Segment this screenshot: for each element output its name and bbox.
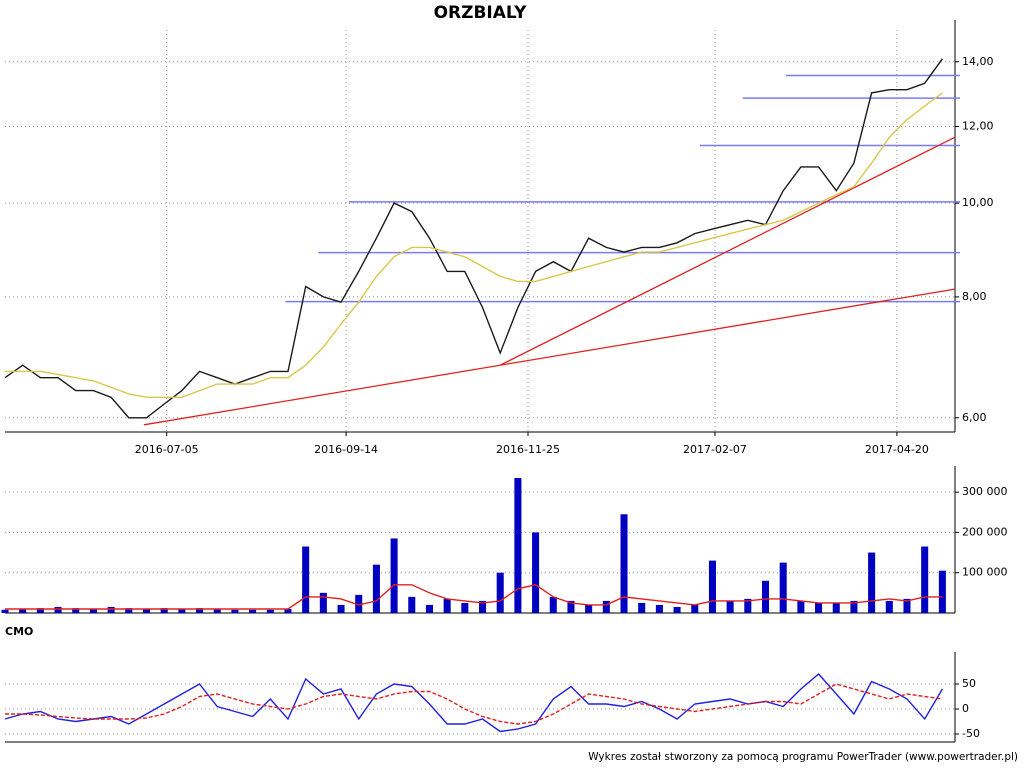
bar: [708, 560, 716, 613]
y-tick-label: 8,00: [962, 290, 987, 303]
x-tick-label: 2017-02-07: [683, 443, 747, 456]
trend-line: [143, 288, 956, 426]
series-line: [5, 683, 943, 725]
chart-title: ORZBIALY: [434, 3, 527, 23]
bar: [815, 602, 823, 613]
bar: [638, 602, 646, 613]
bar: [726, 600, 734, 613]
bar: [337, 604, 345, 613]
y-tick-label: 100 000: [962, 566, 1008, 579]
bar: [72, 608, 80, 613]
bar: [921, 546, 929, 613]
bar: [850, 600, 858, 613]
bar: [832, 602, 840, 613]
y-tick-label: 6,00: [962, 411, 987, 424]
bar: [673, 606, 681, 613]
bar: [19, 608, 27, 613]
bar: [319, 592, 327, 613]
series-line: [5, 92, 943, 398]
series-line: [4, 673, 944, 733]
bar: [797, 600, 805, 613]
trend-line: [499, 136, 956, 366]
bar: [355, 594, 363, 613]
bar: [585, 604, 593, 613]
bar: [479, 600, 487, 613]
series-line: [4, 58, 943, 419]
bar: [532, 532, 540, 613]
bar: [249, 609, 257, 613]
y-tick-label: 0: [962, 702, 969, 715]
y-tick-label: -50: [962, 727, 980, 740]
bar: [372, 564, 380, 613]
y-tick-label: 10,00: [962, 196, 994, 209]
bar: [54, 606, 62, 613]
x-tick-label: 2016-09-14: [314, 443, 378, 456]
bar: [443, 598, 451, 613]
bar: [1, 609, 9, 613]
bar: [266, 609, 274, 613]
series-line: [5, 584, 943, 610]
bar: [938, 570, 946, 613]
bar: [89, 608, 97, 613]
x-tick-label: 2016-07-05: [135, 443, 199, 456]
bar: [302, 546, 310, 613]
bar: [885, 600, 893, 613]
bar: [160, 608, 168, 613]
bar: [514, 478, 522, 613]
bar: [213, 608, 221, 613]
bar: [284, 608, 292, 613]
bar: [231, 609, 239, 613]
bar: [408, 596, 416, 613]
bar: [744, 598, 752, 613]
bar: [779, 562, 787, 613]
bar: [549, 596, 557, 613]
bar: [390, 538, 398, 613]
y-tick-label: 14,00: [962, 55, 994, 68]
bar: [196, 608, 204, 613]
bar: [903, 598, 911, 613]
bar: [142, 608, 151, 613]
bar: [36, 608, 44, 613]
bar: [425, 604, 433, 613]
bar: [496, 572, 504, 613]
y-tick-label: 12,00: [962, 120, 994, 133]
bar: [602, 600, 610, 613]
bar: [691, 604, 699, 613]
panel-title: CMO: [5, 625, 33, 638]
y-tick-label: 50: [962, 677, 976, 690]
x-tick-label: 2016-11-25: [496, 443, 560, 456]
x-tick-label: 2017-04-20: [865, 443, 929, 456]
bar: [125, 608, 133, 613]
bar: [107, 606, 115, 613]
bar: [567, 600, 575, 613]
bar: [868, 552, 876, 613]
bar: [461, 602, 469, 613]
bar: [620, 514, 628, 613]
bar: [761, 580, 770, 613]
bar: [178, 608, 186, 613]
bar: [655, 604, 663, 613]
y-tick-label: 200 000: [962, 525, 1008, 538]
y-tick-label: 300 000: [962, 485, 1008, 498]
footer: Wykres został stworzony za pomocą progra…: [588, 751, 1018, 763]
